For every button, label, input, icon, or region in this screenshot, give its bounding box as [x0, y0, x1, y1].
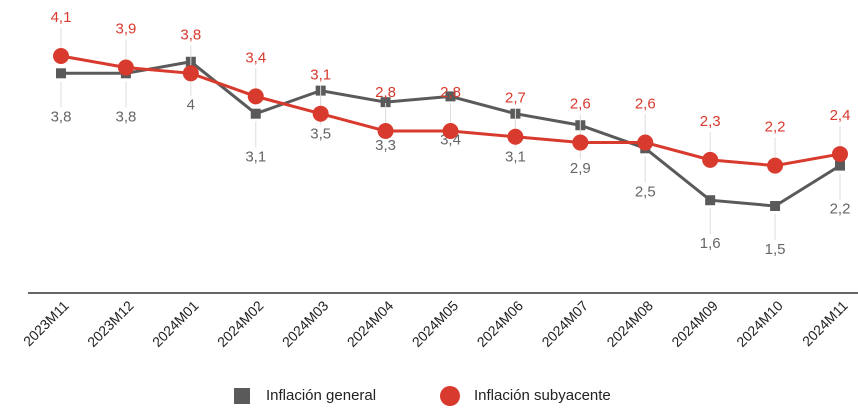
data-label: 3,9 [115, 21, 136, 38]
marker [637, 134, 654, 151]
legend-marker [234, 388, 250, 404]
data-label: 2,4 [830, 107, 851, 124]
marker [767, 157, 784, 174]
x-tick-label: 2024M11 [799, 297, 851, 349]
data-label: 3,8 [180, 26, 201, 43]
marker [53, 48, 69, 64]
marker [312, 105, 329, 122]
x-tick-label: 2024M07 [538, 297, 591, 350]
marker [835, 160, 845, 171]
legend-label: Inflación subyacente [474, 387, 611, 404]
data-label: 3,1 [310, 67, 331, 84]
data-label: 4,1 [51, 9, 72, 26]
x-tick-label: 2024M02 [214, 297, 267, 350]
marker [702, 151, 719, 168]
data-label: 2,8 [375, 84, 396, 101]
data-label: 2,6 [635, 96, 656, 113]
marker [832, 146, 848, 163]
marker [56, 68, 66, 79]
marker [380, 97, 391, 108]
x-tick-label: 2023M12 [84, 297, 137, 350]
x-tick-label: 2024M08 [603, 297, 656, 350]
data-label: 3,3 [375, 137, 396, 154]
x-tick-label: 2024M10 [733, 297, 786, 350]
data-label: 2,7 [505, 90, 526, 107]
x-tick-label: 2024M05 [409, 297, 462, 350]
x-tick-label: 2024M09 [668, 297, 721, 350]
data-label: 2,2 [830, 201, 851, 218]
data-label: 3,8 [51, 108, 72, 125]
legend-marker [440, 386, 460, 406]
data-label: 1,6 [700, 235, 721, 252]
data-label: 3,1 [245, 149, 266, 166]
marker [705, 195, 716, 206]
data-label: 3,4 [245, 49, 266, 66]
data-label: 2,3 [700, 113, 721, 130]
marker [445, 91, 456, 102]
x-tick-label: 2024M06 [474, 297, 527, 350]
marker [442, 123, 459, 139]
marker [117, 59, 134, 76]
data-label: 3,5 [310, 126, 331, 143]
data-label: 2,9 [570, 160, 591, 177]
data-label: 1,5 [765, 241, 786, 258]
marker [250, 108, 261, 119]
x-tick-label: 2023M11 [20, 297, 72, 349]
marker [572, 134, 589, 151]
marker [377, 123, 394, 139]
data-label: 3,1 [505, 149, 526, 166]
x-tick-label: 2024M04 [344, 297, 397, 350]
marker [182, 65, 199, 82]
data-label: 2,8 [440, 84, 461, 101]
data-label: 2,2 [765, 119, 786, 136]
marker [507, 128, 524, 145]
data-label: 2,5 [635, 183, 656, 200]
x-tick-label: 2024M03 [279, 297, 332, 350]
data-label: 3,8 [115, 108, 136, 125]
marker [770, 201, 781, 211]
legend-label: Inflación general [266, 387, 376, 404]
x-tick-label: 2024M01 [149, 297, 202, 350]
marker [247, 88, 264, 105]
data-label: 4 [187, 97, 195, 114]
data-label: 2,6 [570, 96, 591, 113]
